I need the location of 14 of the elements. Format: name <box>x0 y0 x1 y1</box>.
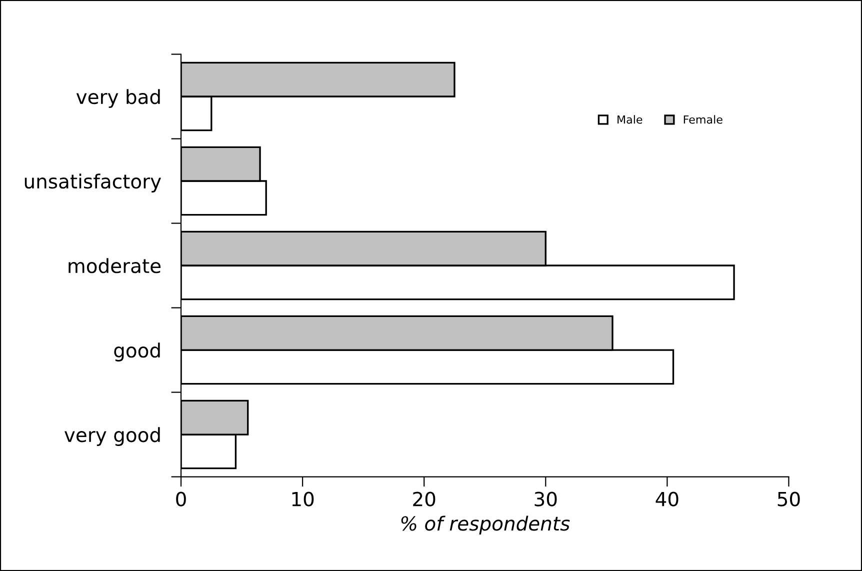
legend-label: Male <box>618 115 642 124</box>
y-tick-label: good <box>114 342 160 362</box>
y-tick-label: unsatisfactory <box>24 174 161 192</box>
y-tick-label: moderate <box>68 258 161 274</box>
x-tick-label: 0 <box>176 492 186 506</box>
x-tick-label: 40 <box>656 492 678 506</box>
x-tick-label: 20 <box>413 492 436 506</box>
x-tick-label: 10 <box>292 492 314 506</box>
x-axis-title: % of respondents <box>401 516 570 535</box>
x-tick-label: 50 <box>778 492 800 506</box>
x-tick-label: 30 <box>534 492 557 506</box>
legend-label: Female <box>684 115 722 124</box>
y-tick-label: very good <box>64 427 160 446</box>
y-tick-label: very bad <box>76 89 160 108</box>
